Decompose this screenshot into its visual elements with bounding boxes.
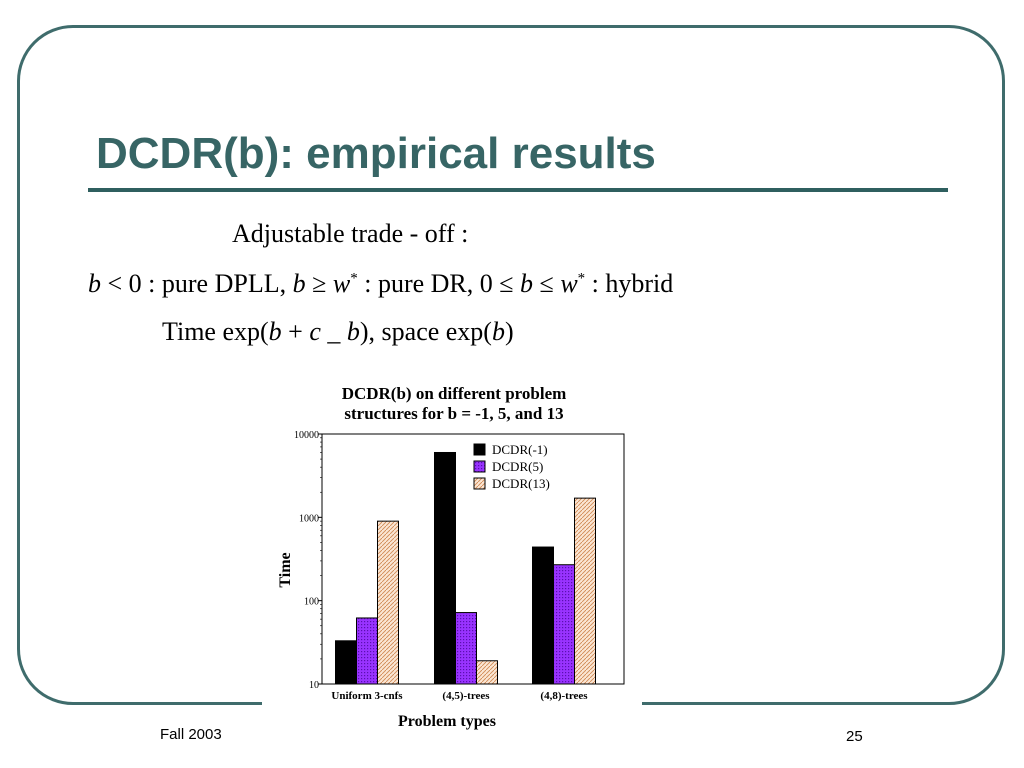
x-category-label: Uniform 3-cnfs bbox=[331, 690, 403, 702]
chart-canvas: DCDR(b) on different problem structures … bbox=[277, 384, 625, 730]
bar bbox=[455, 612, 477, 685]
var-b: b bbox=[491, 317, 505, 346]
legend-label: DCDR(5) bbox=[492, 459, 543, 474]
slide-title: DCDR(b): empirical results bbox=[96, 129, 656, 178]
formula-text: : pure DR, 0 ≤ bbox=[357, 269, 521, 298]
var-c: c bbox=[309, 317, 321, 346]
var-b: b bbox=[88, 269, 101, 298]
var-b: b bbox=[520, 269, 534, 298]
y-tick-label: 1000 bbox=[299, 513, 319, 524]
legend-swatch bbox=[473, 443, 486, 456]
bar-chart: DCDR(b) on different problem structures … bbox=[262, 378, 642, 730]
tradeoff-heading: Adjustable trade - off : bbox=[232, 219, 469, 248]
x-category-label: (4,5)-trees bbox=[442, 690, 490, 702]
page-number: 25 bbox=[846, 728, 863, 745]
var-w: w bbox=[332, 269, 351, 298]
formula-text: ≥ bbox=[305, 269, 333, 298]
formula-text: ) bbox=[504, 317, 514, 346]
var-b: b bbox=[292, 269, 306, 298]
var-b: b bbox=[268, 317, 282, 346]
chart-title: DCDR(b) on different problem bbox=[342, 384, 567, 403]
var-w: w bbox=[560, 269, 578, 298]
x-category-label: (4,8)-trees bbox=[540, 690, 588, 702]
formula-text: _ bbox=[320, 317, 347, 346]
y-tick-label: 10000 bbox=[294, 430, 319, 441]
formula-text: < 0 : pure DPLL, bbox=[101, 269, 293, 298]
legend-label: DCDR(-1) bbox=[492, 442, 548, 457]
legend-swatch bbox=[473, 460, 486, 473]
bar bbox=[356, 617, 378, 685]
title-divider bbox=[88, 188, 948, 192]
complexity-formula: Time exp(b + c _ b), space exp(b) bbox=[162, 316, 514, 348]
bar bbox=[532, 546, 554, 685]
formula-text: : hybrid bbox=[585, 269, 674, 298]
tradeoff-formula: b < 0 : pure DPLL, b ≥ w* : pure DR, 0 ≤… bbox=[88, 268, 673, 300]
var-b: b bbox=[346, 317, 360, 346]
bar bbox=[335, 640, 357, 685]
formula-text: + bbox=[281, 317, 310, 346]
formula-text: ≤ bbox=[533, 269, 561, 298]
legend-swatch bbox=[473, 477, 486, 490]
y-tick-label: 10 bbox=[309, 680, 319, 691]
superscript-star: * bbox=[577, 270, 586, 287]
y-axis-title: Time bbox=[277, 552, 294, 587]
y-tick-label: 100 bbox=[304, 597, 319, 608]
chart-subtitle: structures for b = -1, 5, and 13 bbox=[344, 404, 563, 423]
formula-text: Time exp( bbox=[162, 317, 269, 346]
bar bbox=[476, 660, 498, 685]
x-axis-title: Problem types bbox=[398, 713, 496, 730]
bar bbox=[434, 451, 456, 685]
legend-label: DCDR(13) bbox=[492, 476, 550, 491]
formula-text: ), space exp( bbox=[359, 317, 492, 346]
bar bbox=[574, 497, 596, 685]
bar bbox=[553, 564, 575, 685]
superscript-star: * bbox=[350, 270, 358, 287]
footer-date: Fall 2003 bbox=[160, 726, 222, 743]
bar bbox=[377, 520, 399, 685]
